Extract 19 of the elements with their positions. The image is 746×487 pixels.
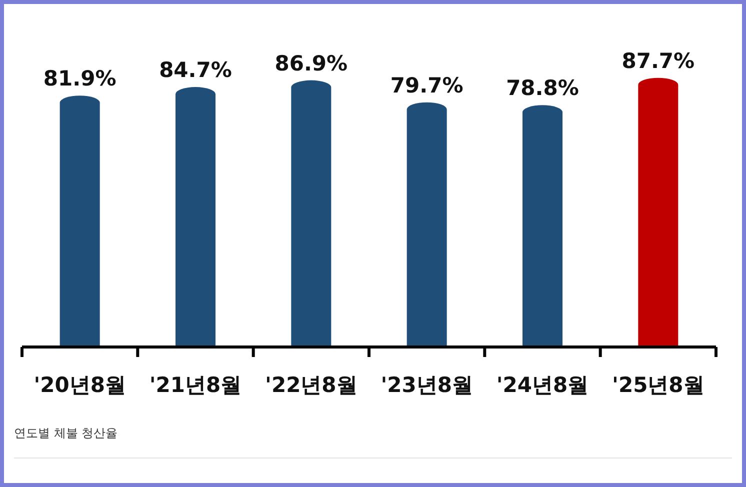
data-label: 79.7% bbox=[390, 73, 464, 98]
bar bbox=[176, 87, 216, 347]
bar bbox=[638, 78, 678, 347]
data-label: 81.9% bbox=[43, 66, 116, 91]
bar bbox=[291, 80, 332, 347]
x-tick-label: '24년8월 bbox=[496, 373, 589, 397]
bar bbox=[60, 96, 100, 347]
bar bbox=[406, 102, 447, 347]
x-tick-label: '25년8월 bbox=[612, 373, 704, 397]
x-tick-label: '23년8월 bbox=[380, 373, 473, 397]
bar bbox=[522, 105, 562, 347]
data-label: 87.7% bbox=[622, 48, 695, 73]
x-tick-label: '21년8월 bbox=[149, 373, 242, 397]
data-label: 84.7% bbox=[159, 58, 232, 82]
x-tick-label: '22년8월 bbox=[265, 373, 358, 397]
x-tick-label: '20년8월 bbox=[34, 373, 126, 397]
data-label: 78.8% bbox=[506, 76, 579, 100]
text: 연도별 체불 청산율 bbox=[14, 426, 118, 440]
data-label: 86.9% bbox=[274, 51, 348, 76]
